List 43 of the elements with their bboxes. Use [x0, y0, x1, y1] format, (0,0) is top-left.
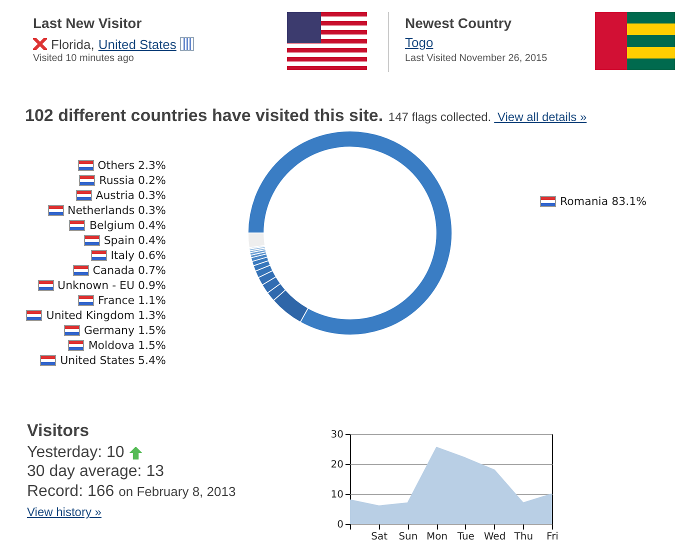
text: Yesterday: 10: [27, 444, 124, 462]
legend-label: Moldova 1.5%: [88, 339, 166, 352]
donut-slice: [248, 130, 452, 336]
text: United States: [98, 36, 176, 52]
legend-label: Germany 1.5%: [84, 324, 166, 337]
text: Florida,: [51, 36, 94, 52]
text: View history »: [27, 505, 102, 519]
x-tick-label: Sun: [398, 532, 418, 542]
chart-title: 102 different countries have visited this site.: [25, 106, 384, 125]
legend-label: Others 2.3%: [98, 159, 166, 172]
text: Last Visited November 26, 2015: [405, 53, 548, 64]
text: Last New Visitor: [33, 15, 142, 31]
legend-label: Russia 0.2%: [99, 174, 166, 187]
legend-label: Canada 0.7%: [92, 264, 166, 277]
text: Visited 10 minutes ago: [33, 53, 134, 64]
legend-label: Belgium 0.4%: [89, 219, 166, 232]
text: Record: 166: [27, 483, 114, 500]
text: Visitors: [27, 421, 90, 440]
text: 30 day average: 13: [27, 463, 164, 480]
text: Togo: [405, 35, 434, 50]
y-tick-label: 30: [330, 430, 344, 440]
text: View all details »: [496, 110, 587, 124]
y-tick-label: 20: [330, 460, 344, 470]
y-tick-label: 10: [330, 490, 344, 500]
y-tick-label: 0: [337, 520, 344, 530]
legend-label: United States 5.4%: [60, 354, 166, 367]
legend-label: Spain 0.4%: [104, 234, 166, 247]
x-tick-label: Tue: [456, 532, 474, 542]
legend-label: France 1.1%: [98, 294, 166, 307]
chart-subtitle: 147 flags collected.: [387, 110, 492, 124]
legend-label: Austria 0.3%: [96, 189, 166, 202]
x-tick-label: Mon: [426, 532, 448, 542]
x-tick-label: Fri: [546, 532, 558, 542]
x-tick-label: Thu: [513, 532, 534, 542]
legend-label: Netherlands 0.3%: [68, 204, 166, 217]
legend-label: United Kingdom 1.3%: [46, 309, 166, 322]
text: on February 8, 2013: [118, 484, 236, 499]
text: Newest Country: [405, 15, 512, 31]
x-tick-label: Sat: [371, 532, 388, 542]
x-tick-label: Wed: [484, 532, 506, 542]
legend-label: Italy 0.6%: [110, 249, 166, 262]
legend-label: Unknown - EU 0.9%: [58, 279, 166, 292]
legend-label: Romania 83.1%: [560, 195, 647, 208]
